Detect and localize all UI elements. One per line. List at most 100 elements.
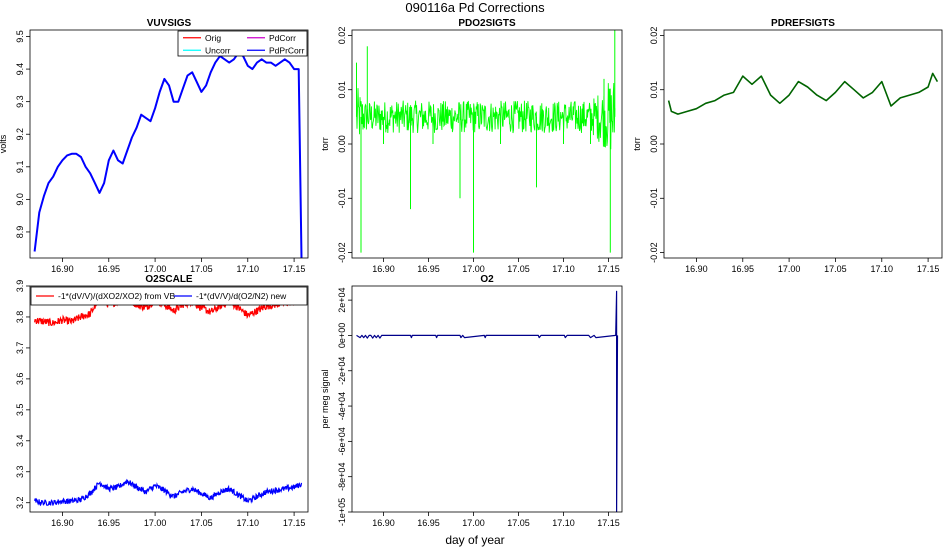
x-tick-label: 16.90 (51, 264, 74, 274)
y-tick-label: 0.00 (337, 135, 347, 153)
y-tick-label: -8e+04 (337, 463, 347, 491)
x-tick-label: 17.05 (190, 518, 213, 528)
x-tick-label: 17.05 (824, 264, 847, 274)
x-tick-label: 17.10 (552, 518, 575, 528)
x-tick-label: 16.95 (98, 264, 121, 274)
y-tick-label: 0.02 (649, 27, 659, 45)
y-axis-label: volts (0, 134, 8, 153)
y-tick-label: -0.02 (649, 242, 659, 263)
panel-title: PDO2SIGTS (458, 18, 516, 29)
y-tick-label: 9.3 (15, 95, 25, 108)
legend-box (177, 30, 308, 57)
x-tick-label: 16.90 (51, 518, 74, 528)
y-tick-label: -2e+04 (337, 357, 347, 385)
y-tick-label: 0e+00 (337, 323, 347, 348)
x-tick-label: 16.90 (372, 264, 395, 274)
x-tick-label: 16.90 (372, 518, 395, 528)
y-tick-label: 9.5 (15, 30, 25, 43)
x-tick-label: 16.90 (685, 264, 708, 274)
y-tick-label: 3.5 (15, 404, 25, 417)
panel-pdrefsigts: PDREFSIGTS 16.90 16.95 17.00 17.05 17.10 17.15… (632, 18, 943, 274)
plot-frame (351, 285, 623, 513)
plot-area (34, 295, 303, 507)
legend-entry: PdPrCorr (269, 45, 305, 55)
plot-area (356, 30, 616, 253)
plot-area (356, 290, 619, 512)
series-line-pdo2sigts-0 (356, 82, 616, 150)
y-tick-label: -0.01 (649, 188, 659, 209)
panel-title: O2SCALE (145, 274, 193, 285)
x-tick-label: 17.15 (917, 264, 940, 274)
panel-o2: O2 16.90 16.95 17.00 17.05 17.10 17.15 2e+04 0e+… (320, 274, 623, 528)
y-tick-label: 3.2 (15, 496, 25, 509)
x-tick-label: 17.00 (462, 518, 485, 528)
plot-frame (351, 29, 623, 259)
y-tick-label: 2e+04 (337, 287, 347, 312)
x-tick-label: 17.10 (552, 264, 575, 274)
y-tick-label: 0.01 (337, 81, 347, 99)
figure-title: 090116a Pd Corrections (405, 0, 545, 15)
y-tick-label: -6e+04 (337, 427, 347, 455)
series-line-o2-0 (356, 290, 619, 512)
series-line-pdrefsigts-0 (667, 72, 939, 115)
y-tick-label: 9.2 (15, 128, 25, 141)
x-tick-label: 17.10 (237, 518, 260, 528)
y-tick-label: -4e+04 (337, 392, 347, 420)
x-tick-label: 17.00 (144, 264, 167, 274)
y-tick-label: 3.9 (15, 280, 25, 293)
panel-pdo2sigts: PDO2SIGTS 16.90 16.95 17.00 17.05 17.10 17.15 -… (320, 18, 623, 274)
x-tick-label: 17.05 (190, 264, 213, 274)
x-tick-label: 17.15 (597, 264, 620, 274)
x-tick-label: 17.00 (462, 264, 485, 274)
x-tick-label: 16.95 (732, 264, 755, 274)
y-axis-label: torr (632, 137, 642, 151)
x-tick-label: 17.05 (507, 518, 530, 528)
plot-area (33, 51, 303, 258)
x-tick-label: 16.95 (417, 518, 440, 528)
y-tick-label: 3.7 (15, 342, 25, 355)
panel-title: PDREFSIGTS (771, 18, 835, 29)
legend-box (30, 286, 308, 306)
legend: -1*(dV/V)/(dXO2/XO2) from VB -1*(dV/V)/d(… (30, 286, 308, 306)
series-line-pdprcorr (33, 51, 303, 258)
y-tick-label: 9.4 (15, 63, 25, 76)
x-tick-label: 17.10 (237, 264, 260, 274)
panel-vuvsigs: VUVSIGS 16.90 16.95 17.00 17.05 17.10 17.15 8.9… (0, 18, 309, 274)
plot-frame (29, 29, 309, 259)
y-tick-label: 0.02 (337, 27, 347, 45)
y-tick-label: 3.6 (15, 373, 25, 386)
x-tick-label: 17.15 (283, 264, 306, 274)
plot-frame (663, 29, 943, 259)
x-tick-label: 17.15 (597, 518, 620, 528)
x-tick-label: 17.00 (144, 518, 167, 528)
legend-entry: -1*(dV/V)/d(O2/N2) new (196, 291, 287, 301)
series-line--1-dv-v-d-o2-n2-new (34, 478, 303, 507)
legend: Orig Uncorr PdCorr PdPrCorr (177, 30, 308, 57)
y-tick-label: -0.01 (337, 188, 347, 209)
panel-title: O2 (480, 274, 494, 285)
y-tick-label: 9.1 (15, 161, 25, 174)
x-tick-label: 16.95 (417, 264, 440, 274)
y-tick-label: 0.01 (649, 81, 659, 99)
y-tick-label: 3.8 (15, 311, 25, 324)
y-axis-label: torr (320, 137, 330, 151)
x-tick-label: 17.10 (871, 264, 894, 274)
y-tick-label: 3.4 (15, 435, 25, 448)
y-tick-label: 8.9 (15, 226, 25, 239)
legend-entry: PdCorr (269, 33, 296, 43)
y-tick-label: -1e+05 (337, 498, 347, 526)
y-tick-label: -0.02 (337, 242, 347, 263)
panels: VUVSIGS 16.90 16.95 17.00 17.05 17.10 17.15 8.9… (0, 18, 943, 528)
plot-frame (29, 285, 309, 513)
x-tick-label: 17.15 (283, 518, 306, 528)
x-tick-label: 17.05 (507, 264, 530, 274)
legend-entry: Orig (205, 33, 221, 43)
legend-entry: Uncorr (205, 45, 231, 55)
y-tick-label: 0.00 (649, 135, 659, 153)
x-tick-label: 17.00 (778, 264, 801, 274)
y-tick-label: 9.0 (15, 193, 25, 206)
panel-title: VUVSIGS (147, 18, 192, 29)
panel-o2scale: O2SCALE 16.90 16.95 17.00 17.05 17.10 17.15 3.2… (15, 274, 309, 528)
